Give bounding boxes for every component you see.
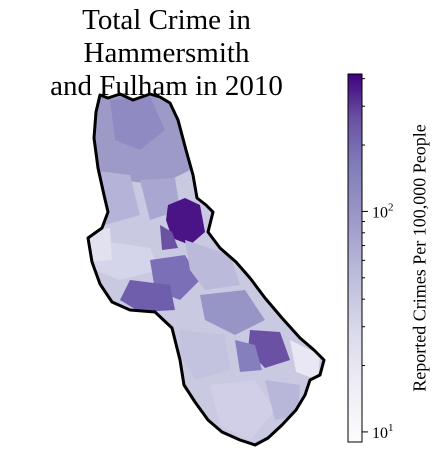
colorbar-tick-label: 101: [372, 422, 394, 442]
ward-region: [120, 280, 175, 312]
map-title-line2: and Fulham in 2010: [50, 70, 283, 102]
map-title: Total Crime in Hammersmith and Fulham in…: [0, 4, 333, 103]
colorbar-label: Reported Crimes Per 100,000 People: [409, 124, 430, 392]
colorbar-gradient: [347, 73, 363, 443]
borough-map: [86, 92, 326, 447]
ward-region: [200, 290, 265, 335]
colorbar-ticks: 101 102: [362, 78, 394, 442]
ward-region: [185, 240, 240, 290]
ward-region: [160, 225, 178, 250]
map-title-line1: Total Crime in Hammersmith: [82, 4, 251, 69]
ward-region: [180, 330, 230, 380]
ward-region: [210, 380, 275, 440]
colorbar-tick-label: 102: [372, 201, 394, 221]
ward-region: [290, 340, 320, 380]
ward-region: [235, 340, 262, 372]
ward-region: [265, 380, 300, 420]
ward-region: [166, 198, 205, 245]
ward-region: [110, 96, 165, 150]
